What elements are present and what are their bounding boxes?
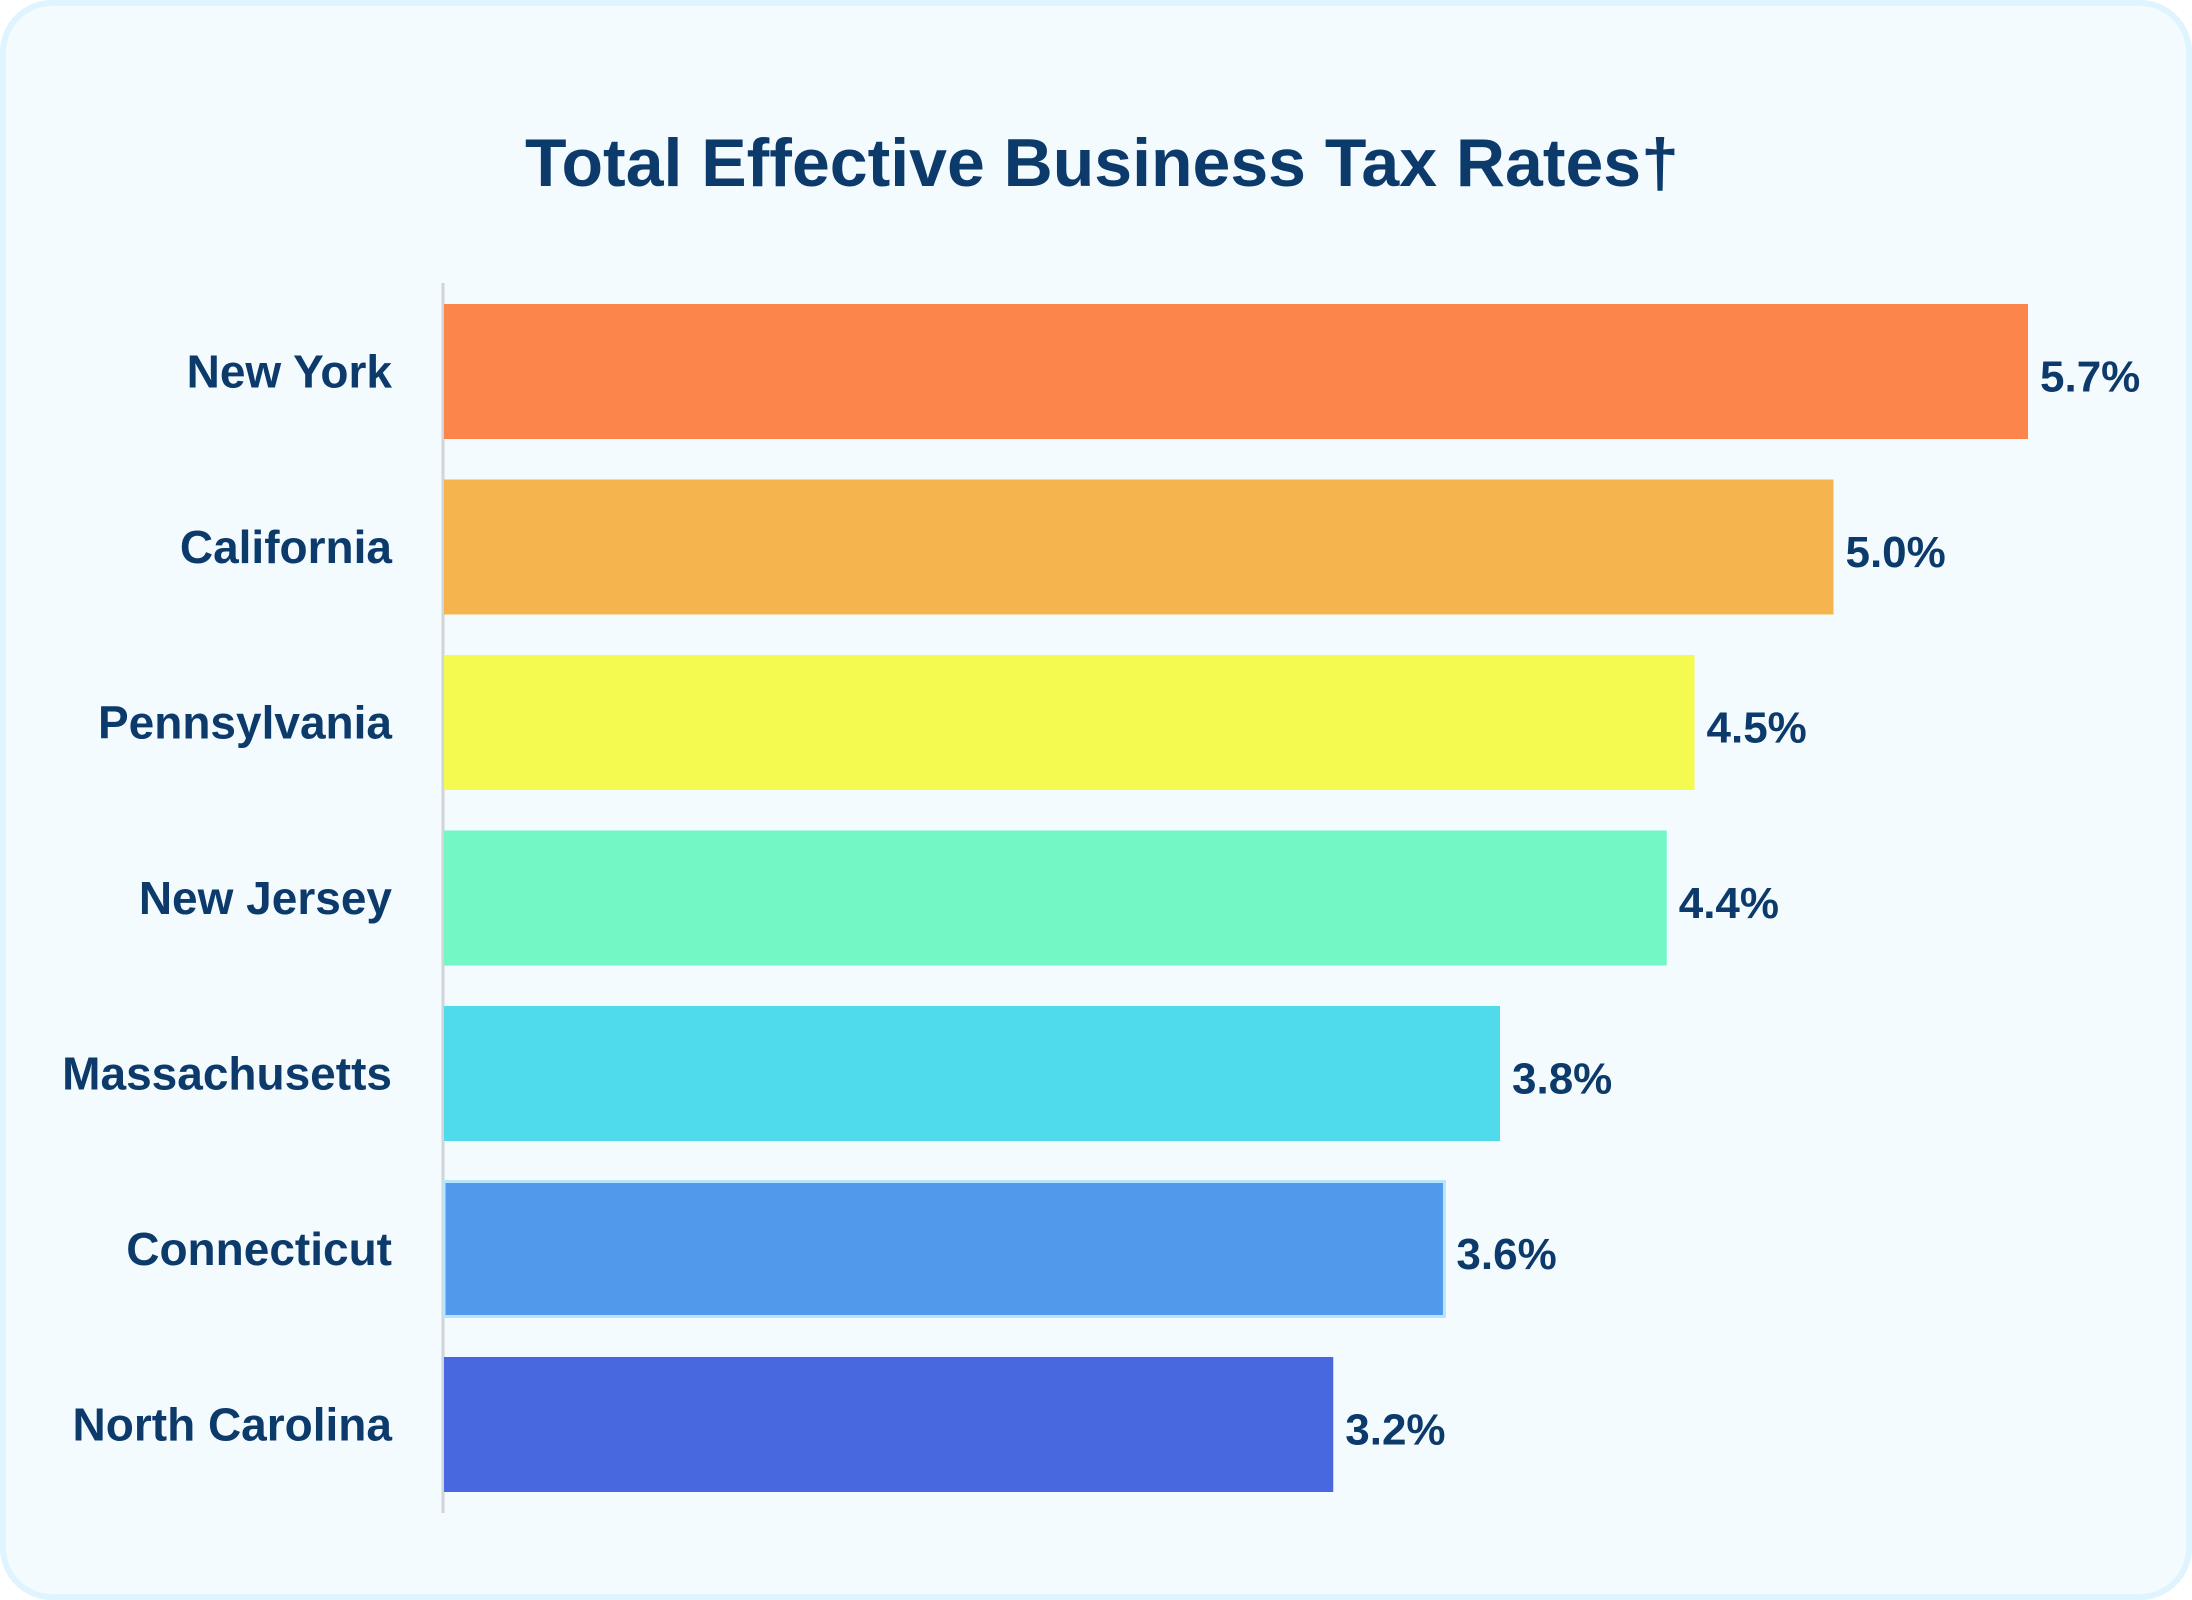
bar-pennsylvania[interactable] — [444, 655, 1695, 790]
value-label-pennsylvania: 4.5% — [1707, 704, 1807, 753]
bar-new-jersey[interactable] — [444, 830, 1667, 966]
bars-group — [442, 304, 2028, 1492]
category-label-new-jersey: New Jersey — [139, 872, 393, 924]
category-label-new-york: New York — [187, 346, 393, 398]
bar-chart: New York California Pennsylvania New Jersey… — [62, 283, 2140, 1513]
chart-title: Total Effective Business Tax Rates† — [525, 125, 1679, 201]
value-label-north-carolina: 3.2% — [1345, 1406, 1445, 1455]
bar-massachusetts[interactable] — [444, 1006, 1500, 1141]
bar-north-carolina[interactable] — [444, 1357, 1334, 1492]
bar-new-york[interactable] — [444, 304, 2028, 439]
value-labels: 5.7% 5.0% 4.5% 4.4% 3.8% 3.6% 3.2% — [1345, 353, 2140, 1455]
category-label-massachusetts: Massachusetts — [62, 1048, 392, 1100]
bar-connecticut[interactable] — [442, 1180, 1446, 1318]
value-label-california: 5.0% — [1845, 528, 1945, 577]
category-labels: New York California Pennsylvania New Jersey… — [62, 346, 392, 1451]
value-label-massachusetts: 3.8% — [1512, 1055, 1612, 1104]
bar-california[interactable] — [444, 479, 1834, 615]
category-label-california: California — [180, 521, 393, 573]
value-label-connecticut: 3.6% — [1456, 1230, 1556, 1279]
category-label-connecticut: Connecticut — [126, 1223, 392, 1275]
value-label-new-york: 5.7% — [2040, 353, 2140, 402]
category-label-north-carolina: North Carolina — [73, 1399, 393, 1451]
category-label-pennsylvania: Pennsylvania — [98, 697, 392, 749]
value-label-new-jersey: 4.4% — [1679, 879, 1779, 928]
